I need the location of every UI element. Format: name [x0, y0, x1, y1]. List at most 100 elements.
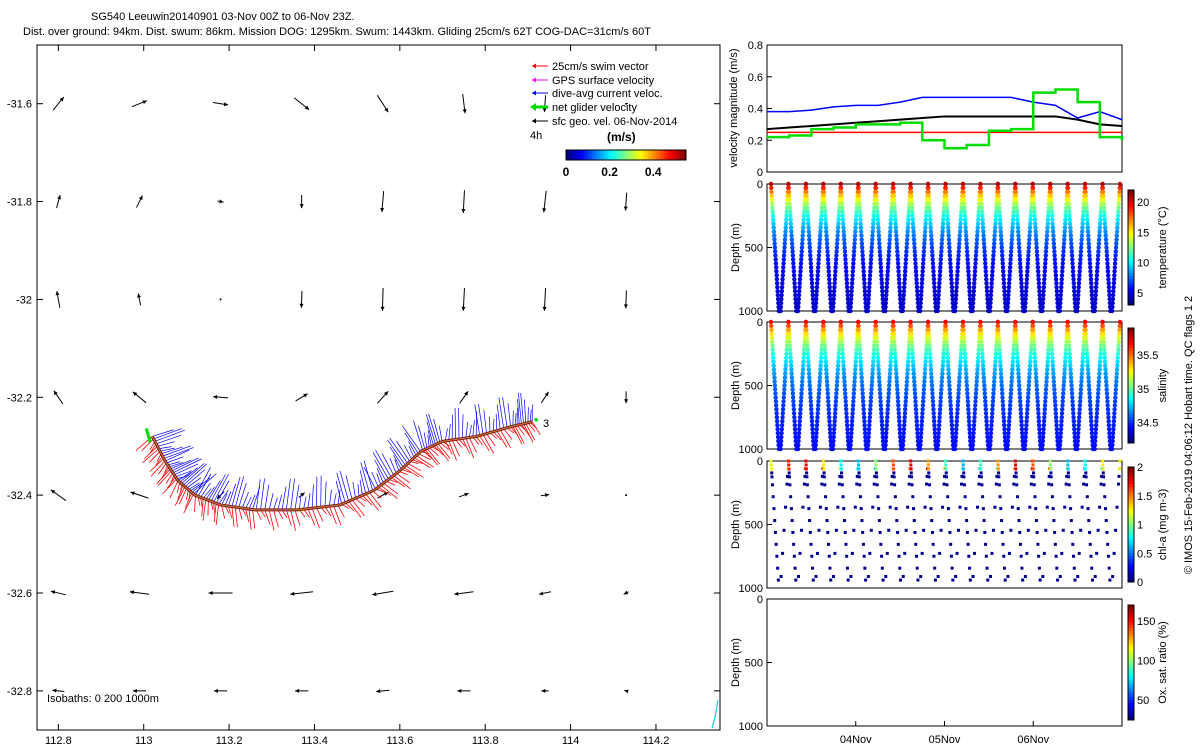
depth-data-point: [798, 273, 802, 277]
depth-data-point: [782, 383, 786, 387]
depth-data-point: [815, 277, 819, 281]
depth-data-point: [854, 218, 858, 222]
depth-data-point: [1054, 423, 1058, 427]
depth-data-point: [791, 265, 795, 269]
depth-data-point: [983, 399, 987, 403]
depth-data-point: [957, 249, 961, 253]
depth-data-point: [928, 352, 932, 356]
depth-data-point: [870, 245, 874, 249]
depth-data-point: [1087, 253, 1091, 257]
depth-data-point: [956, 403, 960, 407]
depth-data-point: [779, 439, 783, 443]
depth-data-point: [822, 190, 826, 194]
depth-data-point: [944, 198, 948, 202]
depth-data-point: [1061, 391, 1065, 395]
depth-data-point: [902, 575, 905, 578]
depth-data-point: [1024, 431, 1028, 435]
depth-data-point: [932, 289, 936, 293]
depth-data-point: [1104, 233, 1108, 237]
depth-data-point: [936, 305, 940, 309]
depth-colorbar-segment: [1128, 539, 1134, 542]
depth-data-point: [869, 253, 873, 257]
depth-data-point: [842, 229, 846, 233]
depth-data-point: [788, 356, 792, 360]
depth-data-point: [984, 273, 988, 277]
depth-colorbar-segment: [1128, 216, 1134, 219]
depth-data-point: [919, 423, 923, 427]
depth-data-point: [893, 356, 897, 360]
depth-data-point: [855, 483, 858, 486]
depth-data-point: [980, 471, 983, 474]
depth-data-point: [1114, 245, 1118, 249]
depth-data-point: [948, 403, 952, 407]
depth-data-point: [894, 229, 898, 233]
depth-data-point: [932, 281, 936, 285]
depth-data-point: [898, 567, 901, 570]
depth-data-point: [888, 367, 892, 371]
depth-data-point: [772, 367, 776, 371]
depth-data-point: [931, 269, 935, 273]
depth-data-point: [946, 229, 950, 233]
depth-data-point: [790, 237, 794, 241]
depth-data-point: [1041, 431, 1045, 435]
depth-data-point: [1089, 411, 1093, 415]
depth-colorbar-segment: [1128, 262, 1134, 265]
depth-data-point: [993, 229, 997, 233]
depth-data-point: [1031, 332, 1035, 336]
depth-data-point: [888, 371, 892, 375]
depth-data-point: [1033, 225, 1037, 229]
depth-data-point: [876, 218, 880, 222]
depth-colorbar-segment: [1128, 605, 1134, 608]
depth-data-point: [1027, 383, 1031, 387]
depth-data-point: [1079, 249, 1083, 253]
depth-data-point: [851, 265, 855, 269]
depth-data-point: [857, 463, 860, 466]
depth-data-point: [1018, 531, 1021, 534]
depth-data-point: [931, 395, 935, 399]
depth-data-point: [1032, 206, 1036, 210]
depth-data-point: [1025, 552, 1028, 555]
depth-data-point: [893, 218, 897, 222]
depth-data-point: [936, 293, 940, 297]
depth-data-point: [784, 225, 788, 229]
depth-data-point: [1072, 281, 1076, 285]
depth-data-point: [787, 460, 790, 463]
time-x-tick-label: 06Nov: [1017, 734, 1049, 746]
depth-data-point: [901, 447, 905, 451]
depth-colorbar-segment: [1128, 342, 1134, 345]
velocity-y-tick-label: 0.8: [748, 40, 763, 52]
depth-data-point: [1007, 415, 1011, 419]
depth-data-point: [799, 399, 803, 403]
depth-data-point: [975, 367, 979, 371]
depth-data-point: [956, 257, 960, 261]
depth-data-point: [824, 225, 828, 229]
depth-data-point: [1105, 261, 1109, 265]
depth-data-point: [1014, 463, 1017, 466]
depth-data-point: [882, 579, 885, 582]
depth-data-point: [941, 221, 945, 225]
depth-data-point: [904, 387, 908, 391]
depth-data-point: [796, 439, 800, 443]
depth-data-point: [823, 348, 827, 352]
depth-data-point: [904, 253, 908, 257]
depth-data-point: [879, 415, 883, 419]
depth-data-point: [945, 475, 948, 478]
depth-data-point: [771, 348, 775, 352]
depth-data-point: [807, 495, 810, 498]
depth-data-point: [936, 301, 940, 305]
map-x-tick-label: 114: [562, 735, 580, 747]
depth-data-point: [921, 399, 925, 403]
depth-data-point: [949, 269, 953, 273]
depth-data-point: [814, 435, 818, 439]
depth-data-point: [898, 555, 901, 558]
depth-data-point: [1051, 225, 1055, 229]
depth-data-point: [806, 363, 810, 367]
depth-data-point: [1106, 407, 1110, 411]
depth-data-point: [1045, 233, 1049, 237]
depth-data-point: [787, 340, 791, 344]
depth-data-point: [782, 253, 786, 257]
depth-data-point: [1104, 241, 1108, 245]
depth-data-point: [801, 371, 805, 375]
depth-data-point: [928, 218, 932, 222]
depth-data-point: [1076, 301, 1080, 305]
